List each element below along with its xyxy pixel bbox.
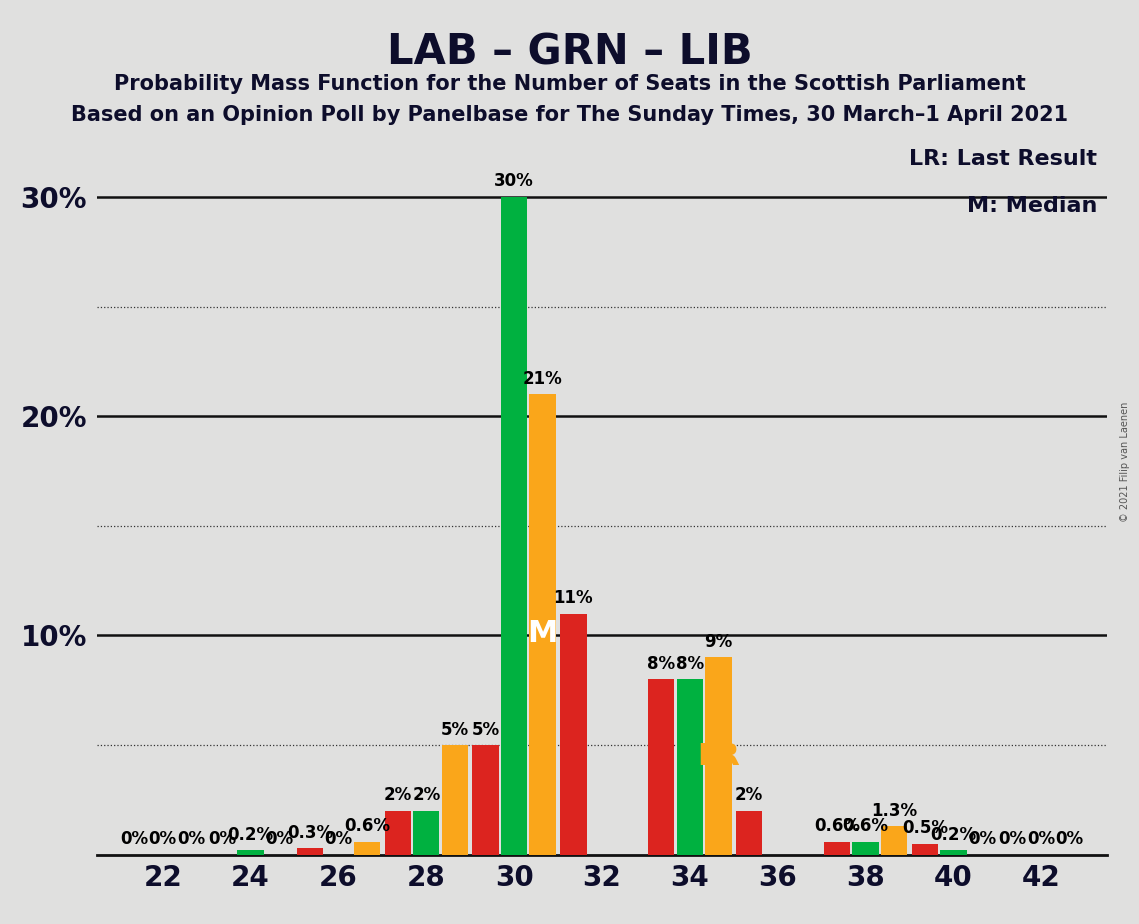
Text: 0.6%: 0.6%: [843, 817, 888, 835]
Text: 0%: 0%: [1056, 830, 1084, 848]
Bar: [648, 679, 674, 855]
Bar: [354, 842, 380, 855]
Text: Probability Mass Function for the Number of Seats in the Scottish Parliament: Probability Mass Function for the Number…: [114, 74, 1025, 94]
Text: 2%: 2%: [412, 786, 441, 804]
Bar: [530, 395, 556, 855]
Text: 2%: 2%: [384, 786, 412, 804]
Text: 0%: 0%: [325, 830, 352, 848]
Text: 0.3%: 0.3%: [287, 823, 333, 842]
Text: 0%: 0%: [968, 830, 995, 848]
Bar: [677, 679, 703, 855]
Text: 8%: 8%: [675, 655, 704, 673]
Text: M: Median: M: Median: [967, 196, 1097, 216]
Text: 0%: 0%: [208, 830, 236, 848]
Text: 5%: 5%: [441, 721, 469, 738]
Text: © 2021 Filip van Laenen: © 2021 Filip van Laenen: [1120, 402, 1130, 522]
Bar: [501, 197, 527, 855]
Bar: [413, 811, 440, 855]
Text: 0.6%: 0.6%: [814, 817, 860, 835]
Text: M: M: [527, 619, 558, 649]
Bar: [237, 850, 264, 855]
Text: 0.2%: 0.2%: [228, 826, 273, 844]
Bar: [296, 848, 323, 855]
Bar: [736, 811, 762, 855]
Text: 0%: 0%: [1027, 830, 1055, 848]
Text: LAB – GRN – LIB: LAB – GRN – LIB: [386, 31, 753, 73]
Bar: [940, 850, 967, 855]
Bar: [852, 842, 878, 855]
Text: 0%: 0%: [178, 830, 205, 848]
Text: 0.2%: 0.2%: [931, 826, 976, 844]
Text: 21%: 21%: [523, 370, 563, 388]
Text: 5%: 5%: [472, 721, 500, 738]
Bar: [705, 657, 731, 855]
Bar: [911, 844, 939, 855]
Text: LR: LR: [697, 742, 740, 771]
Text: 0%: 0%: [120, 830, 148, 848]
Text: 0%: 0%: [999, 830, 1026, 848]
Text: 0%: 0%: [265, 830, 293, 848]
Bar: [560, 614, 587, 855]
Bar: [442, 745, 468, 855]
Text: 30%: 30%: [494, 173, 534, 190]
Text: 2%: 2%: [735, 786, 763, 804]
Text: 8%: 8%: [647, 655, 675, 673]
Text: 11%: 11%: [554, 589, 593, 607]
Text: 0.6%: 0.6%: [344, 817, 390, 835]
Text: 0.5%: 0.5%: [902, 820, 948, 837]
Text: 1.3%: 1.3%: [871, 802, 917, 820]
Text: Based on an Opinion Poll by Panelbase for The Sunday Times, 30 March–1 April 202: Based on an Opinion Poll by Panelbase fo…: [71, 105, 1068, 126]
Text: LR: Last Result: LR: Last Result: [909, 150, 1097, 169]
Bar: [880, 826, 908, 855]
Text: 0%: 0%: [149, 830, 177, 848]
Bar: [473, 745, 499, 855]
Text: 9%: 9%: [704, 633, 732, 650]
Bar: [385, 811, 411, 855]
Bar: [823, 842, 850, 855]
